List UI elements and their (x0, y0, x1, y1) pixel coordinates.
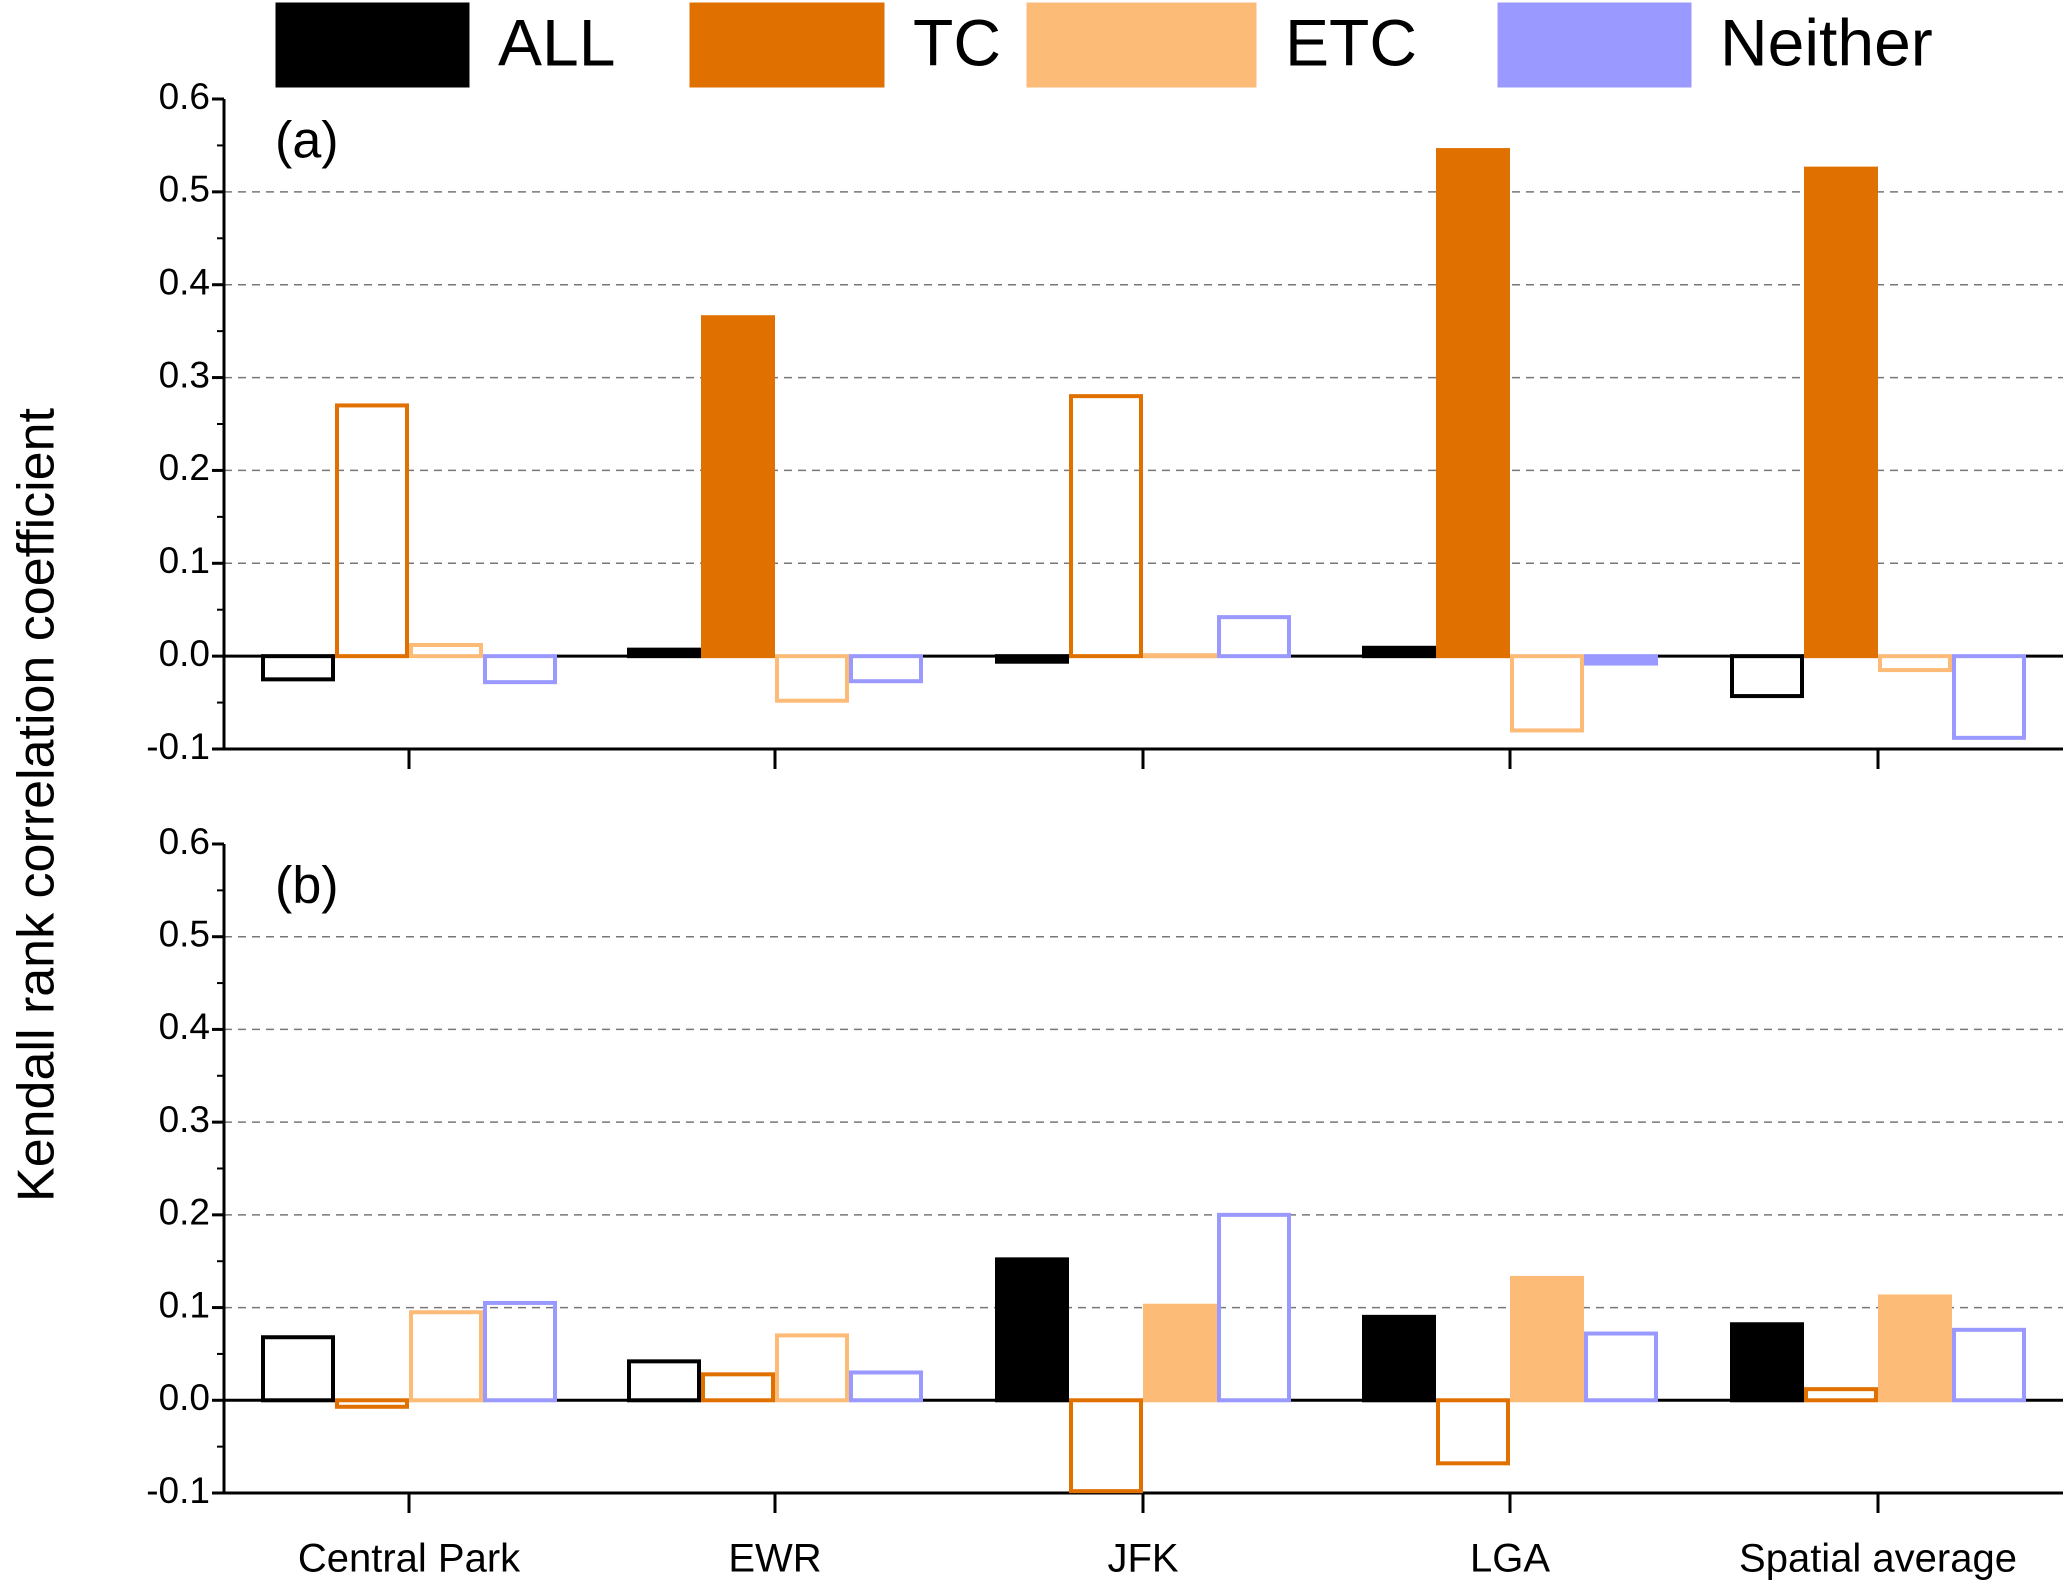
x-tick-label: LGA (1470, 1537, 1550, 1581)
legend-label: Neither (1720, 5, 1933, 79)
legend-swatch (689, 2, 885, 88)
y-axis-label: Kendall rank correlation coefficient (8, 407, 66, 1201)
bar (1510, 1275, 1584, 1403)
panel-label: (b) (275, 857, 339, 915)
y-tick-label: 0.1 (159, 1284, 210, 1325)
bar (1362, 645, 1436, 659)
y-tick-label: 0.3 (159, 1099, 210, 1140)
bar (335, 403, 409, 659)
x-tick-label: Spatial average (1739, 1537, 2017, 1581)
bar (409, 643, 483, 659)
bar (849, 654, 923, 684)
x-tick-label: EWR (728, 1537, 821, 1581)
legend-label: TC (913, 5, 1001, 79)
legend-label: ETC (1285, 5, 1417, 79)
bar (1436, 148, 1510, 659)
bar (1217, 1212, 1291, 1403)
y-tick-label: -0.1 (146, 1470, 210, 1511)
bar (409, 1310, 483, 1403)
bar (483, 654, 557, 685)
bar (1804, 166, 1878, 659)
y-tick-label: 0.3 (159, 354, 210, 395)
bar (1878, 1294, 1952, 1403)
bar (1362, 1314, 1436, 1403)
legend-swatch (1497, 2, 1692, 88)
y-tick-label: 0.4 (159, 261, 210, 302)
panel-label: (a) (275, 112, 339, 170)
bar (995, 1257, 1069, 1403)
y-tick-label: -0.1 (146, 726, 210, 767)
bar (1217, 615, 1291, 659)
bar (995, 654, 1069, 664)
bar (1804, 1387, 1878, 1403)
bar (1730, 654, 1804, 699)
y-tick-label: 0.1 (159, 540, 210, 581)
y-tick-label: 0.6 (159, 821, 210, 862)
y-tick-label: 0.4 (159, 1006, 210, 1047)
y-tick-label: 0.5 (159, 169, 210, 210)
legend-label: ALL (498, 5, 615, 79)
bar (627, 647, 701, 659)
bar (1584, 654, 1658, 666)
bar (1069, 1398, 1143, 1494)
bar (1143, 653, 1217, 659)
y-tick-label: 0.2 (159, 447, 210, 488)
bar (1143, 1303, 1217, 1403)
bar (1878, 654, 1952, 673)
bar (1436, 1398, 1510, 1466)
bar (1952, 1327, 2026, 1403)
y-tick-label: 0.0 (159, 633, 210, 674)
legend-swatch (1026, 2, 1257, 88)
bar (483, 1300, 557, 1403)
bar (335, 1398, 409, 1409)
bar (701, 1372, 775, 1403)
bar (1952, 654, 2026, 740)
bar (1510, 654, 1584, 733)
bar (701, 315, 775, 659)
legend-swatch (275, 2, 470, 88)
bar (261, 1335, 335, 1403)
bar (849, 1370, 923, 1403)
y-tick-label: 0.6 (159, 76, 210, 117)
bar (1069, 394, 1143, 659)
bar (1730, 1322, 1804, 1403)
y-tick-label: 0.2 (159, 1192, 210, 1233)
y-tick-label: 0.0 (159, 1377, 210, 1418)
x-tick-label: JFK (1107, 1537, 1178, 1581)
bar (775, 1333, 849, 1403)
bar (775, 654, 849, 703)
bar (261, 654, 335, 682)
bar (1584, 1331, 1658, 1403)
y-tick-label: 0.5 (159, 913, 210, 954)
x-tick-label: Central Park (298, 1537, 521, 1581)
bar (627, 1359, 701, 1403)
